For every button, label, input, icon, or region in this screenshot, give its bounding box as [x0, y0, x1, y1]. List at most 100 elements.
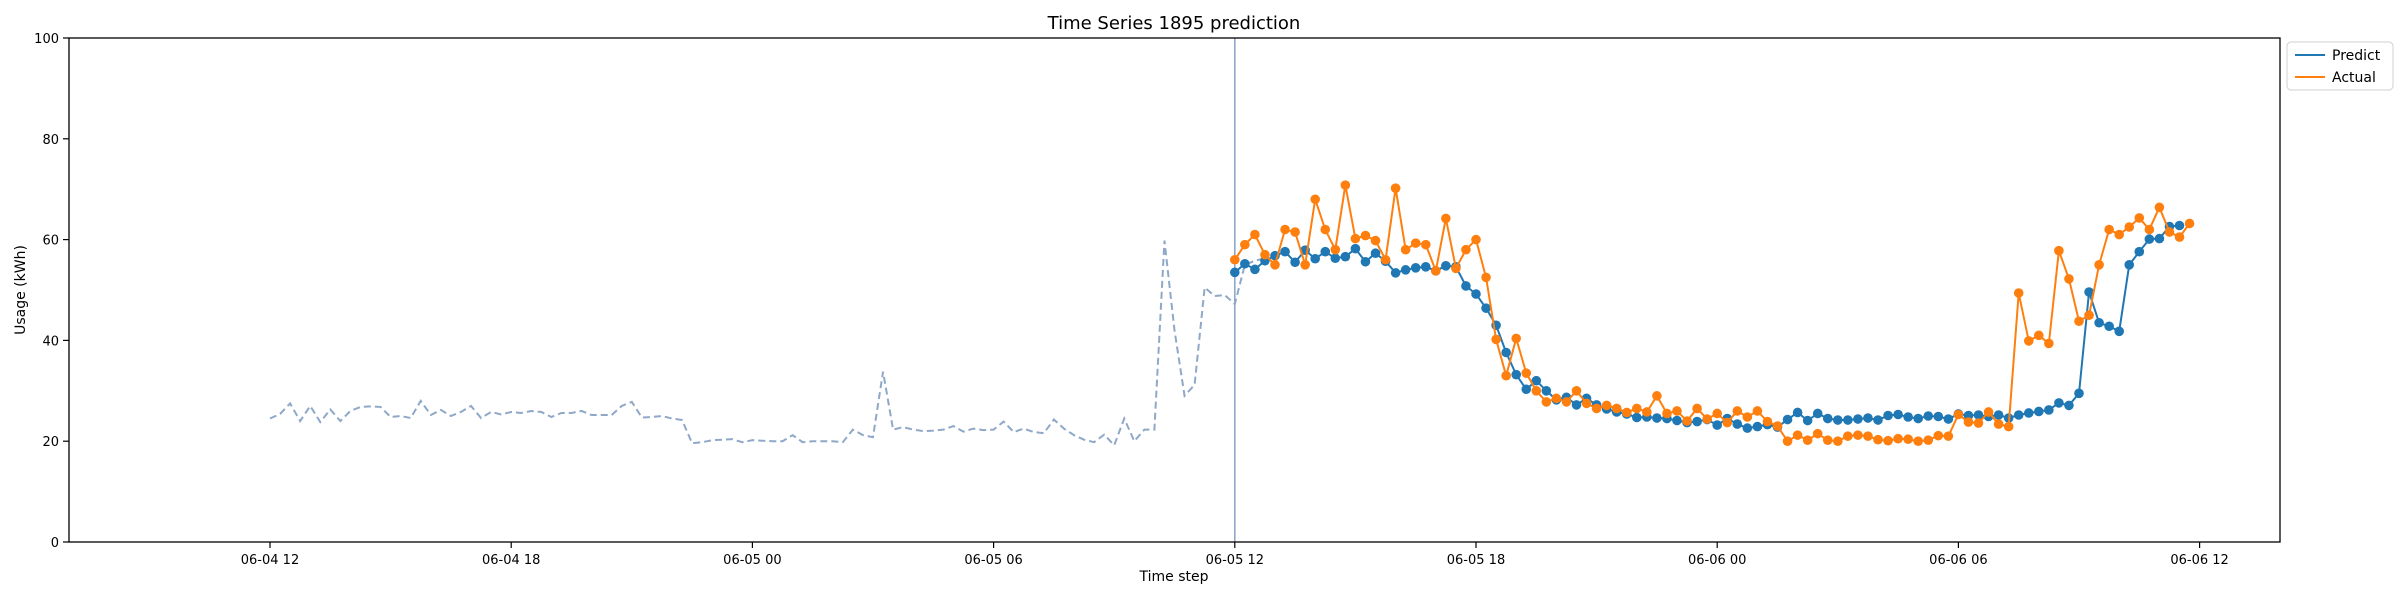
y-axis: 0 20 40 60 80 100 [34, 32, 69, 551]
data-point-predict [1521, 384, 1532, 395]
data-point-predict [1441, 261, 1451, 271]
data-point-predict [1501, 347, 1511, 358]
data-point-actual [1712, 408, 1722, 419]
data-point-predict [2104, 321, 2114, 332]
data-point-actual [1963, 417, 1974, 427]
data-point-actual [1873, 434, 1883, 445]
data-point-predict [1571, 400, 1582, 410]
data-point-predict [1863, 413, 1873, 423]
data-point-actual [1240, 239, 1250, 250]
data-point-actual [1360, 230, 1371, 241]
data-point-predict [1692, 416, 1702, 427]
y-tick-label: 40 [42, 334, 59, 349]
x-axis-label: Time step [1139, 569, 1209, 585]
data-point-predict [1873, 415, 1883, 425]
x-tick-label: 06-06 00 [1688, 553, 1746, 568]
data-point-actual [1993, 419, 2004, 429]
y-tick-label: 60 [42, 234, 59, 249]
data-point-predict [2084, 287, 2094, 297]
data-point-actual [2013, 288, 2024, 298]
data-point-actual [2084, 310, 2094, 321]
data-point-actual [1742, 412, 1753, 422]
data-point-actual [1260, 249, 1270, 260]
data-point-actual [1350, 233, 1361, 244]
data-point-actual [1953, 409, 1964, 420]
data-point-actual [1732, 406, 1743, 416]
x-tick-label: 06-05 18 [1447, 553, 1505, 568]
data-point-actual [1601, 400, 1612, 411]
data-point-predict [1410, 263, 1421, 273]
legend-label-actual: Actual [2332, 70, 2376, 86]
data-point-actual [1923, 435, 1934, 445]
data-point-actual [1400, 244, 1411, 255]
series-line-actual [1233, 184, 2191, 443]
data-point-predict [1802, 415, 1813, 426]
data-point-actual [2094, 260, 2104, 270]
data-point-actual [1501, 370, 1511, 381]
data-point-actual [1762, 416, 1773, 427]
data-point-actual [1833, 436, 1843, 447]
plot-frame [68, 37, 2281, 543]
data-point-predict [1973, 410, 1984, 420]
data-point-actual [1511, 333, 1521, 344]
data-point-actual [2064, 274, 2074, 284]
data-point-actual [1280, 224, 1290, 235]
data-point-predict [1531, 375, 1542, 386]
data-point-actual [1310, 194, 1320, 205]
data-point-actual [1380, 254, 1391, 265]
data-point-predict [1822, 413, 1833, 424]
data-point-actual [1692, 403, 1702, 414]
data-point-predict [2064, 400, 2074, 411]
x-tick-label: 06-05 06 [964, 553, 1022, 568]
data-point-actual [1903, 434, 1913, 444]
data-point-predict [1923, 411, 1934, 421]
data-point-actual [1853, 430, 1863, 440]
data-point-actual [2003, 421, 2014, 432]
data-point-actual [1531, 386, 1542, 396]
y-axis-label: Usage (kWh) [13, 245, 29, 335]
data-point-actual [1591, 403, 1602, 414]
data-point-actual [1752, 406, 1763, 416]
data-point-actual [2174, 232, 2185, 242]
x-tick-label: 06-05 00 [723, 553, 781, 568]
data-point-predict [1511, 369, 1521, 380]
data-point-actual [1662, 408, 1672, 419]
legend-label-predict: Predict [2332, 48, 2381, 64]
data-point-actual [2164, 227, 2175, 237]
data-point-predict [1240, 258, 1250, 269]
data-point-actual [1481, 272, 1491, 283]
data-point-actual [1300, 260, 1310, 270]
data-point-actual [1451, 263, 1461, 274]
data-point-predict [1893, 409, 1903, 420]
x-tick-label: 06-04 12 [241, 553, 299, 568]
data-point-predict [1471, 289, 1481, 299]
data-point-actual [1822, 435, 1833, 445]
data-point-predict [1350, 243, 1361, 254]
data-point-actual [1581, 398, 1592, 409]
data-point-predict [1632, 412, 1642, 423]
x-tick-label: 06-06 06 [1929, 553, 1987, 568]
data-point-predict [1541, 386, 1552, 396]
data-point-predict [1732, 419, 1743, 429]
data-point-actual [1702, 414, 1712, 424]
data-point-actual [1893, 433, 1903, 444]
data-point-predict [2124, 260, 2135, 270]
y-tick-label: 80 [42, 133, 59, 148]
data-point-predict [1812, 408, 1823, 419]
data-point-predict [1280, 246, 1290, 257]
data-point-actual [1772, 421, 1783, 431]
data-point-predict [1330, 253, 1341, 264]
data-point-predict [2094, 317, 2104, 328]
x-tick-label: 06-04 18 [482, 553, 540, 568]
data-point-actual [2023, 336, 2034, 346]
data-point-predict [2074, 388, 2084, 399]
data-point-predict [1400, 265, 1411, 275]
data-point-actual [1933, 430, 1944, 441]
data-point-predict [1230, 267, 1240, 278]
data-point-actual [1491, 334, 1501, 345]
y-tick-label: 100 [34, 32, 59, 47]
legend: Predict Actual [2286, 41, 2394, 91]
data-point-predict [1712, 420, 1722, 430]
data-point-actual [1270, 260, 1280, 270]
data-point-predict [1370, 248, 1381, 259]
